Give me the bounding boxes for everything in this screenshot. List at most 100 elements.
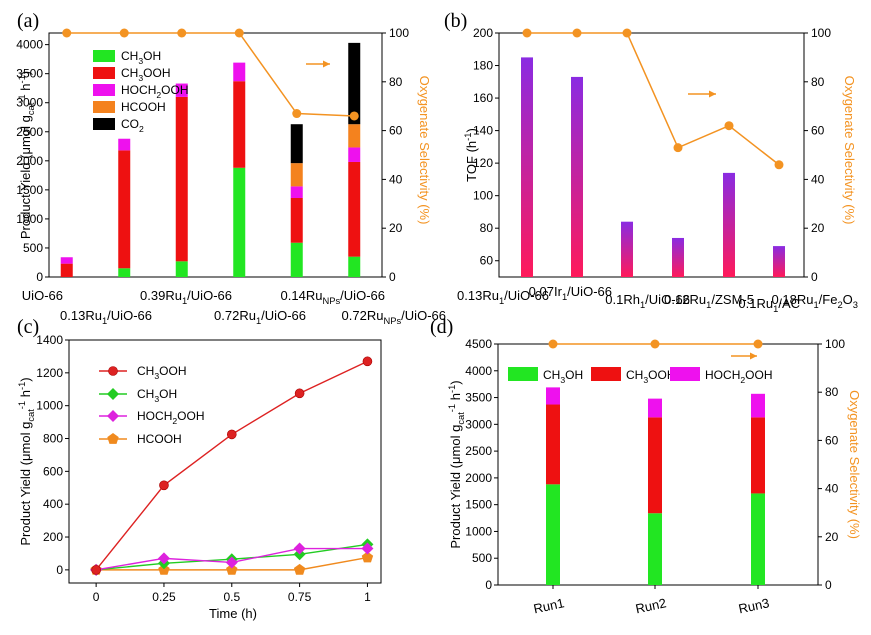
y2-axis-a-tick-label: 0 (389, 270, 396, 284)
panel-c: 0 200 400 600 800 1000 1200 1400 0 0.25 0.5 0.75 1 CH… (17, 333, 382, 621)
legend-label-a: CO2 (121, 117, 144, 134)
bar-d-hoch2ooh (751, 393, 765, 418)
legend-label-d: CH3OOH (626, 368, 676, 385)
x-tick-label-b: 0.12Ru1/ZSM-5 (664, 292, 754, 310)
series-point-c (159, 480, 169, 491)
y-axis-c-tick-label: 200 (43, 530, 63, 544)
y2-axis-a-tick-label: 40 (389, 172, 403, 186)
y-axis-b-tick-label: 120 (473, 156, 493, 170)
plot-frame-b (498, 32, 805, 278)
y2-axis-d-tick-label: 80 (825, 385, 839, 399)
y-axis-d-tick-label: 4500 (465, 337, 492, 351)
y-axis-b-tick-label: 60 (480, 254, 494, 268)
y-axis-a-tick-label: 500 (23, 241, 43, 255)
x-tick-label-d: Run2 (634, 595, 668, 616)
x-tick-label-a: 0.72RuNPs/UiO-66 (342, 308, 446, 326)
panel-d: 0 500 1000 1500 2000 2500 3000 3500 4000 4500 0 20 4… (447, 337, 862, 616)
series-point-c (361, 542, 374, 555)
y-axis-c-tick-label: 0 (56, 563, 63, 577)
bar-b (672, 237, 684, 277)
y-axis-c-tick-label: 600 (43, 464, 63, 478)
bar-a-ch3oh (233, 167, 246, 277)
legend-swatch-a (93, 118, 115, 130)
bar-d-ch3ooh (751, 417, 765, 494)
x-tick-label-b: 0.1Ru1/AC (738, 296, 800, 314)
y-axis-d-tick-label: 0 (485, 578, 492, 592)
x-tick-label-b: 0.18Ru1/Fe2O3 (772, 292, 859, 310)
legend-marker-c (108, 366, 118, 376)
y-axis-c-tick-label: 1400 (36, 333, 63, 347)
x-tick-label-a: 0.72Ru1/UiO-66 (214, 308, 306, 326)
x-axis-c-tick-label: 0 (93, 590, 100, 604)
bar-a-hcooh (290, 163, 303, 187)
y-axis-c-tick-label: 1000 (36, 399, 63, 413)
y-axis-d-tick-label: 3500 (465, 391, 492, 405)
legend-label-d: HOCH2OOH (705, 368, 773, 385)
bar-b (521, 57, 533, 278)
bar-b (571, 76, 583, 277)
panel-label-b: (b) (444, 10, 467, 32)
bar-a-ch3ooh (175, 96, 188, 262)
bar-b (773, 246, 785, 277)
series-point-c (361, 551, 374, 563)
x-axis-c-tick-label: 0.75 (288, 590, 312, 604)
legend-swatch-a (93, 101, 115, 113)
x-tick-label-b: 0.07Ir1/UiO-66 (529, 284, 612, 302)
y-axis-b-tick-label: 200 (473, 26, 493, 40)
selectivity-point-b (724, 121, 734, 131)
panel-label-a: (a) (17, 10, 39, 32)
y-axis-a-tick-label: 0 (36, 270, 43, 284)
y-axis-a-tick-label: 2000 (16, 154, 43, 168)
y-axis-d-tick-label: 4000 (465, 364, 492, 378)
y-axis-c-tick-label: 1200 (36, 366, 63, 380)
bar-a-hoch2ooh (290, 186, 303, 198)
bar-a-ch3ooh (348, 161, 361, 257)
bar-a-co2 (348, 42, 361, 125)
bar-d-ch3oh (648, 513, 662, 585)
y-axis-b-tick-label: 180 (473, 59, 493, 73)
bar-a-hcooh (348, 124, 361, 148)
legend-marker-c (107, 388, 119, 400)
selectivity-point-d (650, 339, 660, 349)
bar-a-hoch2ooh (60, 257, 73, 264)
y2-axis-b-tick-label: 60 (811, 124, 825, 138)
y-axis-title-b: TOF (h-1) (463, 128, 479, 182)
legend-label-a: HCOOH (121, 100, 166, 114)
x-axis-c-tick-label: 1 (364, 590, 371, 604)
legend-swatch-a (93, 67, 115, 79)
y2-axis-b-tick-label: 40 (811, 172, 825, 186)
x-tick-label-a: 0.39Ru1/UiO-66 (140, 288, 232, 306)
series-point-c (362, 356, 373, 367)
selectivity-point-a (292, 109, 302, 119)
selectivity-point-a (177, 28, 187, 38)
panel-a: 0 500 1000 1500 2000 2500 3000 3500 4000 0 20 40 60 8… (16, 26, 446, 326)
series-point-c (293, 542, 306, 555)
y-axis-d-tick-label: 2000 (465, 471, 492, 485)
arrow-d-head (750, 352, 757, 360)
bar-d-ch3ooh (546, 404, 560, 485)
x-tick-label-d: Run1 (532, 595, 566, 616)
y-axis-a-tick-label: 4000 (16, 38, 43, 52)
series-point-c (294, 388, 305, 399)
x-tick-label-b: 0.1Rh1/UiO-66 (605, 292, 690, 310)
y2-axis-title-a: Oxygenate Selectivity (%) (417, 76, 432, 225)
bar-b (723, 172, 735, 277)
bar-d-ch3ooh (648, 417, 662, 514)
y2-axis-title-d: Oxygenate Selectivity (%) (847, 390, 862, 539)
y-axis-b-tick-label: 80 (480, 221, 494, 235)
bar-a-ch3ooh (60, 263, 73, 277)
legend-label-a: HOCH2OOH (121, 83, 189, 100)
selectivity-point-a (349, 111, 359, 121)
legend-swatch-a (93, 84, 115, 96)
bar-a-hoch2ooh (233, 62, 246, 82)
y-axis-d-tick-label: 1000 (465, 524, 492, 538)
panel-b: 60 80 100 120 140 160 180 200 0 20 40 60 80 100 0.13Ru… (457, 26, 858, 314)
x-tick-label-b: 0.13Ru1/UiO-66 (457, 288, 549, 306)
arrow-a-head (323, 60, 330, 68)
bar-a-ch3oh (348, 256, 361, 277)
bar-d-ch3oh (751, 493, 765, 585)
y-axis-d-tick-label: 3000 (465, 417, 492, 431)
y2-axis-title-b: Oxygenate Selectivity (%) (842, 76, 857, 225)
selectivity-point-b (673, 143, 683, 153)
